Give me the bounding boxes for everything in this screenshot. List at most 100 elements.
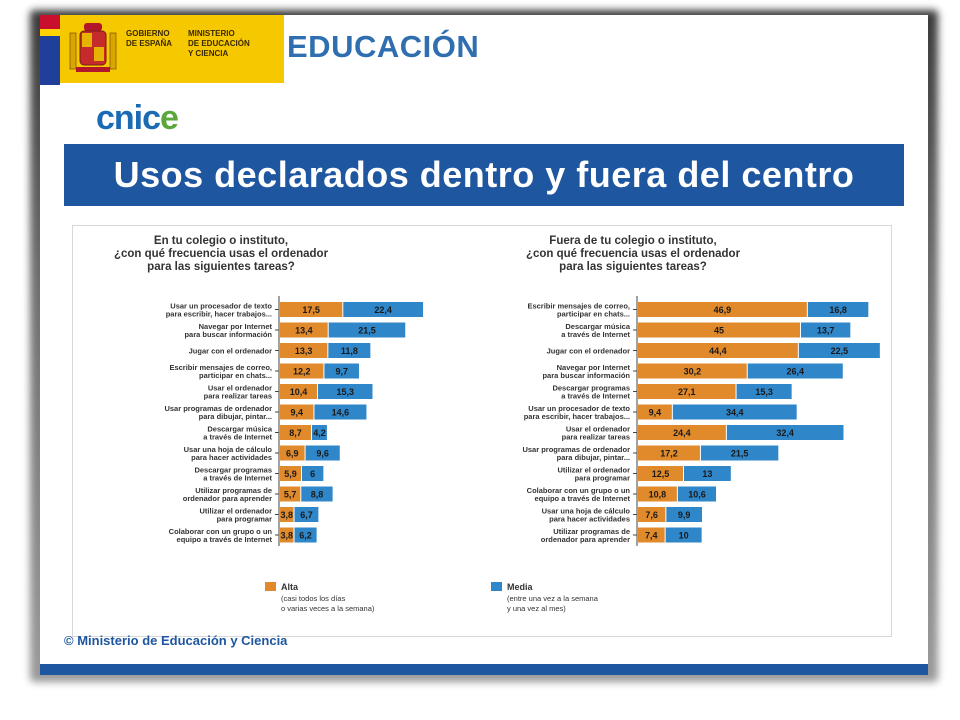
right-bar-alta [638,363,747,379]
right-category-label: para realizar tareas [562,433,630,442]
right-category-label: Jugar con el ordenador [547,347,630,356]
right-category-label: para escribir, hacer trabajos... [524,412,630,421]
left-bar-media [294,527,317,543]
left-category-label: para realizar tareas [204,392,272,401]
legend-swatch-alta [265,582,276,591]
left-chart-title-line: para las siguientes tareas? [147,261,295,273]
right-value-label-media: 10,6 [688,490,706,500]
left-bar-alta [280,507,294,522]
left-bar-alta [280,302,343,317]
right-bar-media [747,363,843,379]
left-category-label: Usar una hoja de cálculo [184,445,273,454]
left-value-label-alta: 9,4 [290,408,303,418]
right-category-label: para hacer actividades [549,515,630,524]
slide-title: Usos declarados dentro y fuera del centr… [64,144,904,206]
left-category-label: Utilizar el ordenador [199,507,272,516]
left-value-label-media: 6,7 [300,510,313,520]
copyright-notice: © Ministerio de Educación y Ciencia [64,633,288,648]
right-value-label-media: 22,5 [831,346,849,356]
coat-of-arms-icon [69,23,117,72]
educacion-logo: EDUCACIÓN [287,29,480,64]
left-category-label: para buscar información [184,330,272,339]
left-value-label-media: 14,6 [332,408,350,418]
left-bar-media [328,343,371,358]
left-category-label: Jugar con el ordenador [189,347,272,356]
slide: GOBIERNO DE ESPAÑA MINISTERIO DE EDUCACI… [40,15,928,675]
legend-desc: o varias veces a la semana) [281,604,375,613]
right-category-label: para dibujar, pintar... [557,453,630,462]
right-bar-alta [638,425,726,440]
right-category-label: Navegar por Internet [557,363,631,372]
right-category-label: Utilizar programas de [553,527,630,536]
right-bar-media [672,404,797,420]
right-value-label-media: 13,7 [817,326,835,336]
right-category-label: a través de Internet [561,392,630,401]
left-bar-alta [280,404,314,420]
ministry-line-1: MINISTERIO [188,29,235,38]
right-chart-title-line: Fuera de tu colegio o instituto, [549,235,716,247]
cnice-logo: cnice [96,99,179,138]
left-bar-alta [280,425,311,440]
right-bar-alta [638,404,672,420]
right-value-label-alta: 27,1 [678,387,696,397]
left-bar-media [311,425,327,440]
left-value-label-media: 4,2 [313,428,326,438]
left-bar-media [328,322,406,338]
left-category-label: ordenador para aprender [183,494,272,503]
left-bar-media [318,384,373,399]
chart-figure: En tu colegio o instituto, ¿con qué frecu… [72,225,892,637]
left-category-label: a través de Internet [203,433,272,442]
left-value-label-media: 8,8 [311,490,324,500]
left-bar-media [343,302,424,317]
right-value-label-media: 13 [702,469,712,479]
left-bar-alta [280,384,318,399]
left-category-label: Utilizar programas de [195,486,272,495]
right-category-label: participar en chats... [557,310,630,319]
right-category-label: Usar una hoja de cálculo [542,507,631,516]
right-bar-media [700,445,779,461]
left-bar-alta [280,322,328,338]
right-category-label: Usar programas de ordenador [522,445,630,454]
left-bar-media [301,486,333,502]
right-value-label-alta: 30,2 [684,367,702,377]
footer-strip [40,664,928,675]
ministry-line-2: DE EDUCACIÓN [188,39,250,48]
gov-label: GOBIERNO DE ESPAÑA [126,29,172,49]
right-value-label-media: 21,5 [731,449,749,459]
right-bar-media [807,302,869,317]
right-category-label: Colaborar con un grupo o un [527,486,631,495]
right-value-label-media: 32,4 [776,428,794,438]
right-value-label-alta: 46,9 [714,305,732,315]
right-category-label: Descargar música [565,322,630,331]
left-bar-alta [280,486,301,502]
right-bar-alta [638,322,800,338]
left-bar-media [314,404,367,420]
left-category-label: para dibujar, pintar... [199,412,272,421]
legend-label: Media [507,582,534,592]
chart-svg: En tu colegio o instituto,¿con qué frecu… [114,235,880,613]
right-bar-alta [638,466,683,481]
government-logo: GOBIERNO DE ESPAÑA MINISTERIO DE EDUCACI… [60,15,284,83]
right-bar-alta [638,486,677,502]
right-category-label: para buscar información [542,371,630,380]
left-bar-media [294,507,319,522]
left-category-label: Descargar música [207,425,272,434]
left-value-label-media: 22,4 [374,305,392,315]
left-category-label: Escribir mensajes de correo, [169,363,272,372]
eu-flag-icon [40,15,60,85]
left-value-label-alta: 13,3 [295,346,313,356]
left-bar-alta [280,363,324,379]
left-bar-media [305,445,340,461]
legend-desc: y una vez al mes) [507,604,566,613]
left-category-label: Navegar por Internet [199,322,273,331]
ministry-line-3: Y CIENCIA [188,49,229,58]
right-bar-media [726,425,844,440]
legend-desc: (entre una vez a la semana [507,594,599,603]
left-value-label-alta: 10,4 [290,387,308,397]
right-value-label-media: 9,9 [678,510,691,520]
left-chart-title-line: En tu colegio o instituto, [154,235,288,247]
right-value-label-alta: 17,2 [660,449,678,459]
right-value-label-alta: 45 [714,326,724,336]
right-category-label: Descargar programas [552,384,630,393]
left-category-label: a través de Internet [203,474,272,483]
